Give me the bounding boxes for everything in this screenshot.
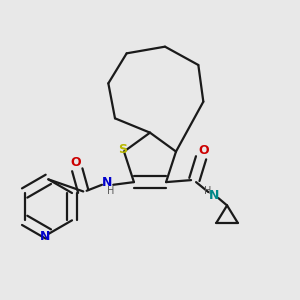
Text: N: N [40, 230, 50, 243]
Text: H: H [204, 186, 212, 197]
Text: O: O [198, 144, 209, 157]
Text: O: O [70, 156, 81, 169]
Text: N: N [209, 189, 220, 202]
Text: S: S [118, 143, 127, 156]
Text: N: N [102, 176, 112, 189]
Text: H: H [107, 186, 114, 197]
